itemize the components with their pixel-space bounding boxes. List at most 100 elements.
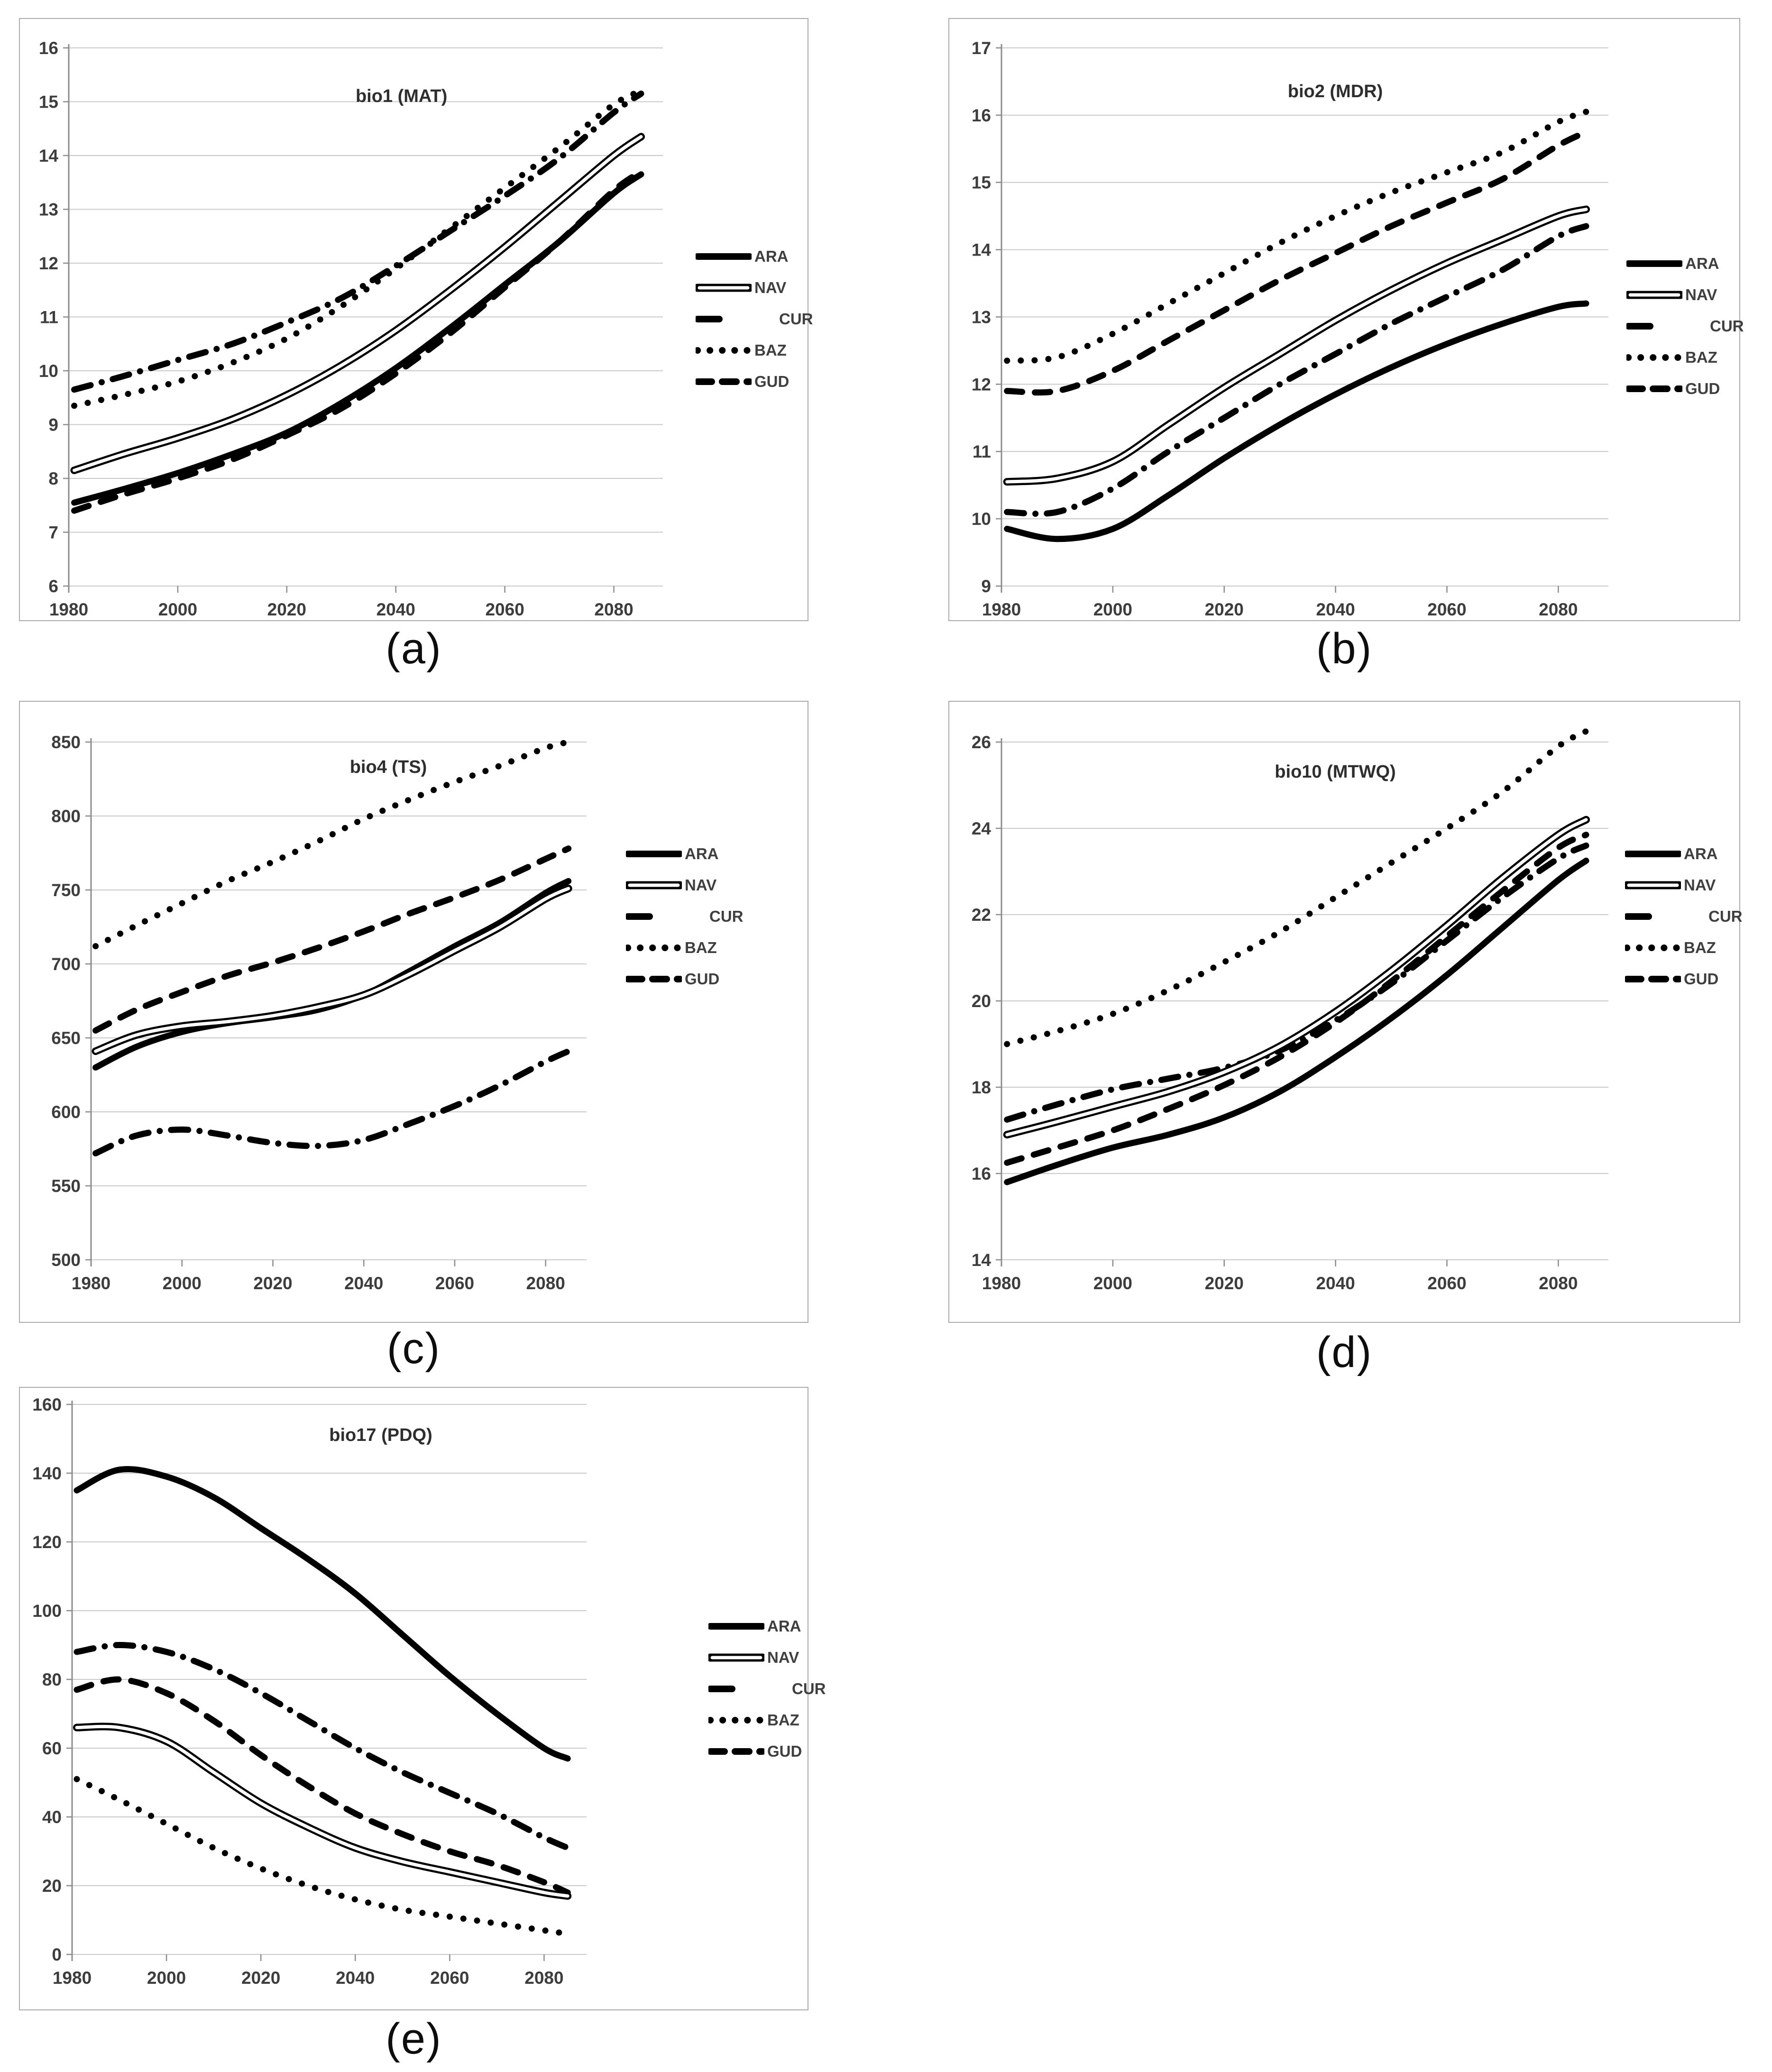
series-line-inner-NAV <box>1005 208 1588 484</box>
x-tick-label: 2000 <box>1093 1274 1132 1293</box>
legend-label-NAV: NAV <box>1685 286 1717 303</box>
y-tick-label: 20 <box>972 991 991 1011</box>
legend-line-sample-NAV <box>1625 881 1681 889</box>
x-tick-label: 2040 <box>336 1968 375 1988</box>
legend-item-BAZ: BAZ <box>696 340 813 360</box>
chart-title: bio17 (PDQ) <box>329 1425 432 1445</box>
legend-line-sample-BAZ <box>626 944 682 951</box>
legend-label-ARA: ARA <box>1684 845 1718 862</box>
x-tick-label: 2040 <box>376 600 415 619</box>
y-tick-label: 0 <box>52 1945 62 1964</box>
legend-bio10: ARA NAV CUR BAZ GUD <box>1625 844 1743 989</box>
legend-label-ARA: ARA <box>1685 255 1719 272</box>
legend-item-BAZ: BAZ <box>1626 348 1744 367</box>
y-tick-label: 160 <box>32 1395 62 1414</box>
legend-line-sample-CUR <box>1625 913 1657 920</box>
x-tick-label: 2020 <box>1205 1274 1244 1293</box>
y-tick-label: 12 <box>39 254 58 273</box>
y-tick-label: 8 <box>48 469 58 488</box>
legend-item-ARA: ARA <box>1625 844 1743 864</box>
y-tick-label: 20 <box>42 1876 62 1896</box>
y-tick-label: 850 <box>51 733 81 752</box>
series-line-inner-NAV <box>94 887 570 1053</box>
legend-line-sample-ARA <box>1626 260 1682 267</box>
y-tick-label: 14 <box>972 240 992 260</box>
legend-line-sample-BAZ <box>708 1717 764 1724</box>
legend-line-sample-CUR <box>1626 323 1658 330</box>
legend-label-GUD: GUD <box>754 373 790 390</box>
x-tick-label: 1980 <box>49 600 88 619</box>
panel-caption-e: (e) <box>386 2015 442 2063</box>
legend-label-BAZ: BAZ <box>1685 348 1717 366</box>
y-tick-label: 40 <box>42 1807 62 1827</box>
x-tick-label: 2020 <box>241 1968 280 1988</box>
y-tick-label: 14 <box>39 146 59 165</box>
legend-line-sample-BAZ <box>696 347 752 354</box>
chart-title: bio10 (MTWQ) <box>1275 762 1396 782</box>
legend-label-CUR: CUR <box>792 1680 826 1697</box>
y-tick-label: 15 <box>39 92 58 111</box>
legend-label-CUR: CUR <box>779 310 813 328</box>
x-tick-label: 2000 <box>163 1274 202 1293</box>
legend-line-sample-GUD <box>708 1748 764 1755</box>
series-line-inner-NAV <box>75 1724 569 1898</box>
legend-line-sample-ARA <box>696 253 752 260</box>
y-tick-label: 750 <box>51 880 81 900</box>
legend-line-sample-NAV <box>696 284 752 292</box>
x-tick-label: 1980 <box>53 1968 92 1988</box>
x-tick-label: 2060 <box>1427 600 1466 619</box>
chart-panel-d: 14 16 18 20 22 24 26 1980 2000 2020 2040 2060 2080 bi… <box>948 701 1743 1323</box>
legend-label-ARA: ARA <box>754 248 789 265</box>
legend-item-NAV: NAV <box>1626 285 1744 305</box>
legend-item-GUD: GUD <box>1625 969 1743 989</box>
line-chart-bio10-mtwq: 14 16 18 20 22 24 26 1980 2000 2020 2040 2060 2080 bi… <box>972 728 1608 1293</box>
legend-label-GUD: GUD <box>1685 380 1720 397</box>
legend-item-CUR: CUR <box>696 309 813 329</box>
y-tick-label: 12 <box>972 375 991 394</box>
legend-bio17: ARA NAV CUR BAZ GUD <box>708 1616 826 1761</box>
legend-item-GUD: GUD <box>626 969 744 989</box>
legend-item-CUR: CUR <box>626 907 744 926</box>
x-tick-label: 2000 <box>147 1968 186 1988</box>
chart-panel-c: 500 550 600 650 700 750 800 850 1980 2000 2020 2040… <box>19 701 808 1323</box>
series-line-CUR <box>1004 223 1589 517</box>
y-tick-label: 9 <box>48 415 58 434</box>
legend-label-BAZ: BAZ <box>767 1711 799 1729</box>
legend-label-BAZ: BAZ <box>754 341 787 359</box>
x-tick-label: 2080 <box>1539 600 1578 619</box>
legend-line-sample-CUR <box>626 913 658 920</box>
y-tick-label: 16 <box>972 106 991 125</box>
y-tick-label: 120 <box>32 1532 62 1552</box>
series-line-inner-NAV <box>73 135 643 472</box>
y-tick-label: 17 <box>972 38 991 58</box>
legend-line-sample-NAV <box>708 1653 764 1662</box>
legend-label-CUR: CUR <box>1710 317 1744 335</box>
y-tick-label: 550 <box>51 1176 81 1196</box>
y-tick-label: 11 <box>973 442 991 461</box>
x-tick-label: 2080 <box>524 1968 563 1988</box>
y-tick-label: 13 <box>39 200 58 219</box>
legend-label-CUR: CUR <box>709 908 744 925</box>
panel-caption-c: (c) <box>386 1324 441 1373</box>
y-tick-label: 14 <box>972 1250 992 1270</box>
legend-line-sample-BAZ <box>1625 944 1681 951</box>
y-tick-label: 800 <box>51 807 81 826</box>
series-line-GUD <box>1004 832 1589 1166</box>
legend-item-GUD: GUD <box>708 1742 826 1761</box>
chart-panel-b: 9 10 11 12 13 14 15 16 17 1980 2000 2020 2040 2060 208… <box>948 18 1744 621</box>
chart-title: bio1 (MAT) <box>356 86 447 106</box>
y-tick-label: 15 <box>972 173 991 193</box>
series-line-BAZ <box>73 1776 571 1937</box>
legend-item-CUR: CUR <box>1625 907 1743 926</box>
legend-label-NAV: NAV <box>685 876 717 894</box>
legend-line-sample-GUD <box>1626 385 1682 392</box>
x-tick-label: 2000 <box>1093 600 1132 619</box>
legend-item-GUD: GUD <box>1626 379 1744 399</box>
legend-item-BAZ: BAZ <box>1625 938 1743 958</box>
series-line-CUR <box>71 91 644 393</box>
legend-item-NAV: NAV <box>626 875 744 895</box>
series-line-NAV <box>70 133 645 474</box>
legend-line-sample-GUD <box>696 378 752 385</box>
panel-caption-a: (a) <box>386 624 442 673</box>
x-tick-label: 2080 <box>526 1274 565 1293</box>
